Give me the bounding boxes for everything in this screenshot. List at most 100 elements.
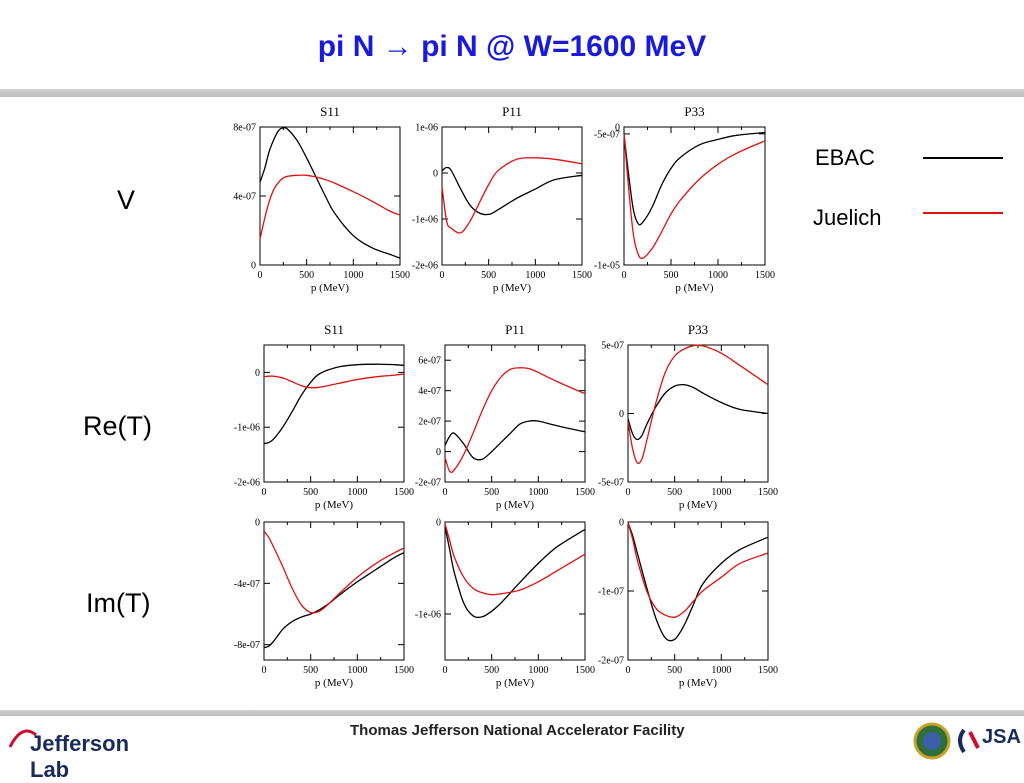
x-tick-label: 1500 — [390, 270, 410, 281]
y-tick-label: -8e-07 — [234, 640, 260, 651]
y-tick-label: 8e-07 — [233, 123, 256, 134]
y-tick-label: 5e-07 — [601, 341, 624, 352]
plot-frame — [627, 344, 769, 483]
x-tick-label: 500 — [481, 270, 496, 281]
legend-ebac-label: EBAC — [815, 145, 875, 170]
plot-title: P11 — [502, 104, 522, 119]
x-tick-label: 0 — [262, 487, 267, 498]
series-line-juelich — [444, 523, 586, 596]
x-tick-label: 1500 — [575, 487, 595, 498]
y-tick-label: -1e-05 — [594, 261, 620, 272]
row-label-imt: Im(T) — [86, 588, 151, 618]
series-line-ebac — [263, 552, 405, 649]
x-axis-label: p (MeV) — [675, 282, 714, 294]
y-tick-label: -1e-06 — [412, 215, 438, 226]
plot-frame — [263, 344, 405, 483]
plot-frame — [263, 521, 405, 661]
x-axis-label: p (MeV) — [496, 677, 535, 689]
x-tick-label: 500 — [303, 487, 318, 498]
x-tick-label: 1500 — [758, 665, 778, 676]
chart-panel-0: S11 0 500 1000 1500 0 4e-07 8e-07 p (MeV) — [233, 104, 410, 294]
doe-seal-icon — [913, 722, 980, 760]
series-line-juelich — [627, 522, 769, 618]
legend-ebac-line — [923, 157, 1003, 159]
x-axis-label: p (MeV) — [493, 282, 532, 294]
x-tick-label: 0 — [626, 665, 631, 676]
chart-panel-1: P11 0 500 1000 1500 -2e-06 -1e-06 0 1e-06 p (MeV) — [412, 104, 592, 294]
chart-panel-6: 0 500 1000 1500 -8e-07 -4e-07 0 p (MeV) — [234, 518, 414, 690]
x-tick-label: 1000 — [528, 487, 548, 498]
series-line-ebac — [623, 131, 766, 226]
series-line-juelich — [441, 157, 583, 234]
jefferson-lab-logo-text: Jefferson Lab — [30, 731, 130, 782]
y-tick-label: -1e-07 — [598, 587, 624, 598]
y-tick-label: 0 — [433, 169, 438, 180]
y-tick-label: 2e-07 — [418, 417, 441, 428]
x-tick-label: 500 — [484, 665, 499, 676]
x-axis-label: p (MeV) — [315, 499, 354, 511]
jsa-logo-text: JSA — [982, 726, 1021, 748]
x-tick-label: 500 — [299, 270, 314, 281]
series-line-juelich — [263, 373, 405, 389]
x-tick-label: 1500 — [755, 270, 775, 281]
y-tick-label: 1e-06 — [415, 123, 438, 134]
x-axis-label: p (MeV) — [496, 499, 535, 511]
x-tick-label: 0 — [622, 270, 627, 281]
x-axis-label: p (MeV) — [679, 499, 718, 511]
jefferson-lab-swoosh-icon — [8, 729, 37, 748]
x-tick-label: 0 — [258, 270, 263, 281]
y-tick-label: -1e-06 — [415, 610, 441, 621]
plot-frame — [441, 126, 583, 266]
x-tick-label: 1500 — [394, 665, 414, 676]
series-line-juelich — [263, 530, 405, 614]
series-line-ebac — [627, 522, 769, 642]
legend-juelich-line — [923, 212, 1003, 214]
x-tick-label: 1000 — [525, 270, 545, 281]
x-tick-label: 1000 — [347, 487, 367, 498]
x-tick-label: 1500 — [758, 487, 778, 498]
y-tick-label: -2e-07 — [415, 478, 441, 489]
series-line-juelich — [623, 133, 766, 260]
x-tick-label: 1000 — [347, 665, 367, 676]
series-line-ebac — [263, 363, 405, 445]
plot-title: P11 — [505, 322, 525, 337]
x-tick-label: 1000 — [708, 270, 728, 281]
y-tick-label: 0 — [615, 123, 620, 134]
x-tick-label: 500 — [667, 487, 682, 498]
y-tick-label: 0 — [619, 518, 624, 529]
x-tick-label: 0 — [626, 487, 631, 498]
x-tick-label: 500 — [303, 665, 318, 676]
y-tick-label: 0 — [436, 518, 441, 529]
y-tick-label: -1e-06 — [234, 423, 260, 434]
plot-frame — [627, 521, 769, 661]
y-tick-label: 4e-07 — [418, 386, 441, 397]
plot-title: P33 — [684, 104, 704, 119]
y-tick-label: 0 — [619, 409, 624, 420]
x-tick-label: 1000 — [711, 665, 731, 676]
top-divider — [0, 89, 1024, 97]
y-tick-label: 0 — [255, 368, 260, 379]
x-tick-label: 1000 — [343, 270, 363, 281]
jefferson-lab-logo: Jefferson Lab — [8, 727, 168, 782]
legend-juelich-label: Juelich — [813, 205, 882, 230]
slide-title: pi N → pi N @ W=1600 MeV — [317, 30, 707, 63]
chart-panel-3: S11 0 500 1000 1500 -2e-06 -1e-06 0 p (MeV) — [234, 322, 414, 511]
y-tick-label: -2e-06 — [234, 478, 260, 489]
plot-title: P33 — [688, 322, 708, 337]
x-tick-label: 1500 — [575, 665, 595, 676]
x-tick-label: 1500 — [572, 270, 592, 281]
y-tick-label: -5e-07 — [598, 478, 624, 489]
x-tick-label: 500 — [667, 665, 682, 676]
series-line-ebac — [259, 127, 401, 259]
y-tick-label: 6e-07 — [418, 356, 441, 367]
x-tick-label: 1000 — [528, 665, 548, 676]
y-tick-label: -2e-07 — [598, 656, 624, 667]
chart-panel-8: 0 500 1000 1500 -2e-07 -1e-07 0 p (MeV) — [598, 518, 778, 690]
plot-title: S11 — [320, 104, 340, 119]
x-tick-label: 0 — [443, 665, 448, 676]
plot-frame — [259, 126, 401, 266]
series-line-ebac — [444, 526, 586, 619]
